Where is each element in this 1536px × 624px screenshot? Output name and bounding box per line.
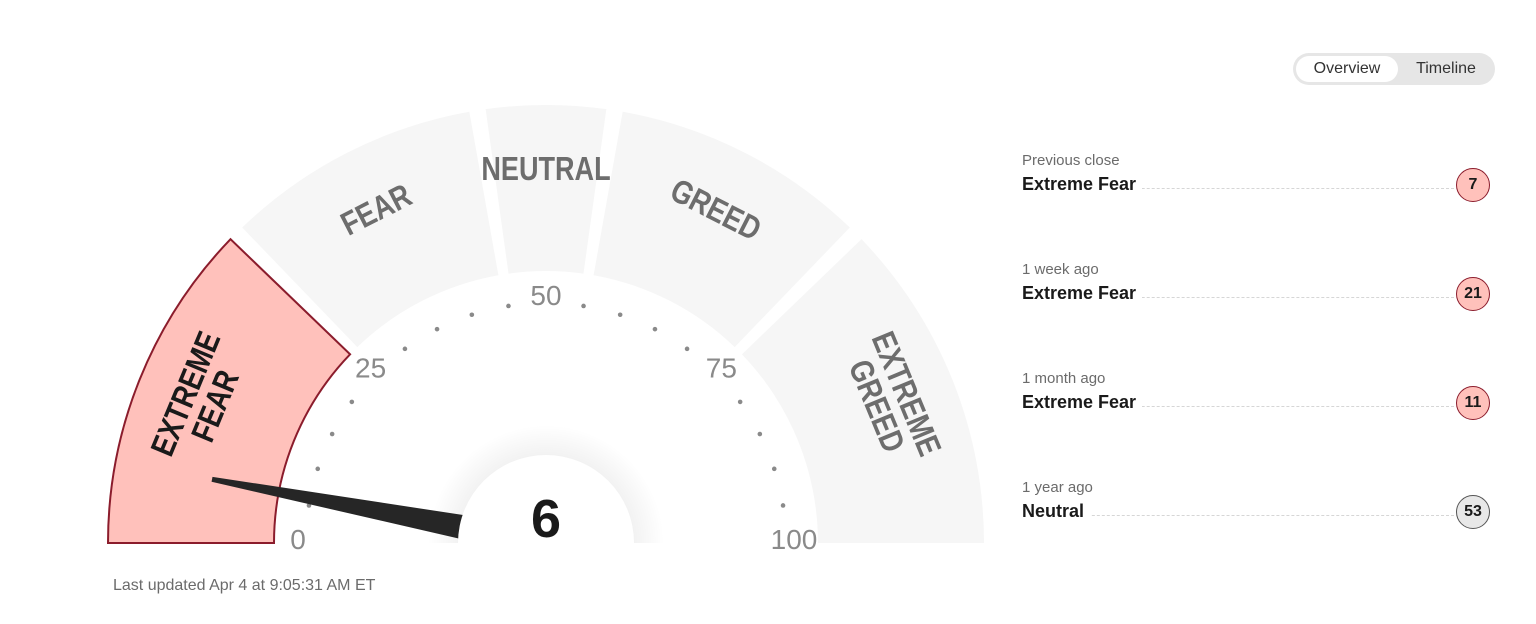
gauge-segment-fear [242,111,499,348]
tick-label: 50 [530,280,561,311]
tick-dot [506,303,511,309]
history-item-previous-close: Previous close Extreme Fear 7 [1022,152,1490,208]
gauge-segment-greed [593,111,850,348]
tick-dot [349,399,355,405]
history-rating: Neutral [1022,501,1091,522]
history-item-1-month: 1 month ago Extreme Fear 11 [1022,370,1490,426]
history-rating: Extreme Fear [1022,392,1143,413]
tick-dot [771,466,777,472]
view-toggle[interactable]: Overview Timeline [1293,53,1495,85]
gauge-segment-neutral [485,104,607,274]
dashed-divider [1022,297,1454,298]
tick-dot [757,431,763,437]
history-rating: Extreme Fear [1022,283,1143,304]
tick-dot [652,326,658,332]
history-item-1-year: 1 year ago Neutral 53 [1022,479,1490,535]
history-value-badge: 53 [1456,495,1490,529]
tick-dot [684,346,690,352]
gauge-segment-extreme-fear [106,237,352,544]
fear-greed-gauge: EXTREMEFEARFEARNEUTRALGREEDEXTREMEGREED0… [106,104,984,550]
tick-dot [329,431,335,437]
history-value-badge: 21 [1456,277,1490,311]
tick-label: 75 [706,353,737,384]
history-value-badge: 7 [1456,168,1490,202]
tick-dot [780,503,786,508]
history-item-1-week: 1 week ago Extreme Fear 21 [1022,261,1490,317]
last-updated: Last updated Apr 4 at 9:05:31 AM ET [113,577,376,594]
tick-dot [617,312,623,318]
history-label: 1 week ago [1022,261,1099,278]
tick-label: 100 [771,524,818,550]
tick-label: 25 [355,353,386,384]
tick-label: 0 [290,524,306,550]
dashed-divider [1022,406,1454,407]
gauge-needle [211,476,465,539]
tab-overview[interactable]: Overview [1296,56,1398,82]
history-value-badge: 11 [1456,386,1490,420]
history-rating: Extreme Fear [1022,174,1143,195]
tab-timeline[interactable]: Timeline [1416,60,1476,77]
gauge-segment-extreme-greed [741,239,984,543]
history-label: 1 month ago [1022,370,1106,387]
tick-dot [737,399,743,405]
history-label: Previous close [1022,152,1120,169]
gauge-value: 6 [531,489,561,549]
tick-dot [402,346,408,352]
tick-dot [434,326,440,332]
segment-label: NEUTRAL [481,152,610,188]
gauge-hub [458,455,634,543]
tick-dot [315,466,321,472]
tick-dot [469,312,475,318]
tick-dot [581,303,586,309]
dashed-divider [1022,188,1454,189]
dashed-divider [1022,515,1454,516]
history-label: 1 year ago [1022,479,1093,496]
